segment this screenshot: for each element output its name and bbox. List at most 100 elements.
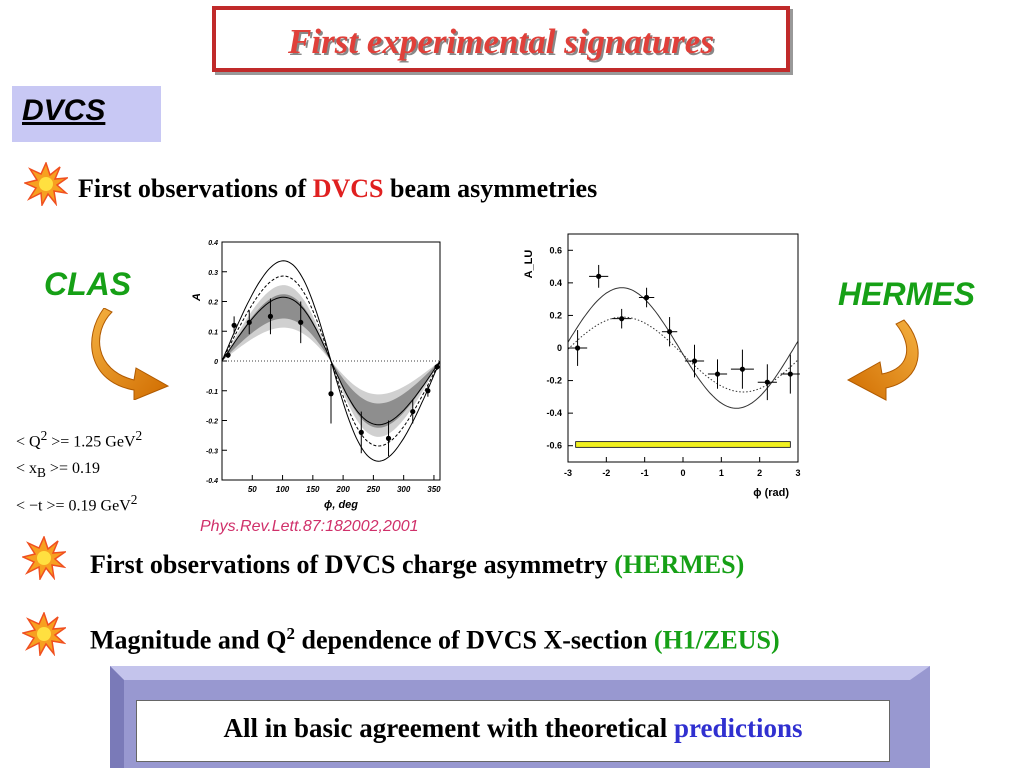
section-box: DVCS	[12, 86, 161, 142]
bullet-2: First observations of DVCS charge asymme…	[90, 550, 744, 580]
hermes-systematic-band	[575, 441, 791, 448]
kinematics-q2: < Q2 >= 1.25 GeV2	[16, 428, 142, 451]
hermes-data-point	[730, 349, 754, 389]
hermes-theory-curve-solid	[567, 287, 799, 409]
clas-y-tick-label: 0.4	[208, 240, 218, 247]
starburst-icon	[24, 162, 68, 206]
footer-box: All in basic agreement with theoretical …	[136, 700, 890, 762]
clas-x-tick-label: 350	[427, 485, 441, 494]
footer-panel: All in basic agreement with theoretical …	[110, 666, 930, 768]
clas-data-point	[410, 399, 416, 424]
clas-data-point	[425, 384, 431, 397]
hermes-y-tick-label: 0	[557, 343, 562, 353]
section-title: DVCS	[22, 94, 106, 127]
kin-q2-rhs: >= 1.25 GeV	[47, 433, 136, 451]
bullet-3-highlight: (H1/ZEUS)	[653, 625, 780, 655]
footer-highlight: predictions	[673, 713, 803, 743]
bullet-2-highlight: (HERMES)	[614, 550, 745, 579]
clas-data-point	[385, 420, 392, 457]
clas-y-tick-label: 0.1	[208, 329, 218, 336]
clas-y-tick-label: -0.1	[206, 389, 218, 396]
clas-x-tick-label: 50	[248, 485, 257, 494]
curved-arrow-icon	[91, 308, 170, 400]
clas-data-point	[246, 310, 252, 335]
hermes-y-tick-label: 0.6	[549, 245, 562, 255]
starburst-icon	[22, 612, 66, 656]
hermes-x-tick-label: -1	[641, 468, 649, 478]
clas-y-tick-label: -0.4	[206, 478, 218, 485]
clas-theory-curve-inner	[221, 296, 441, 426]
hermes-asymmetry-chart: -3 -2 -1 0 1 2 3 -0.6 -0.4 -0.2 0 0.2 0.4 0.6 ϕ (rad) A…	[523, 233, 801, 499]
kin-t-unit-sup: 2	[130, 492, 138, 507]
clas-y-tick-label: 0.3	[208, 270, 218, 277]
hermes-data-point	[612, 308, 632, 329]
hermes-fit-curve-dotted	[567, 316, 799, 393]
kinematics-xb: < xB >= 0.19	[16, 460, 100, 481]
bullet-3-sup: 2	[286, 624, 296, 643]
hermes-data-point	[757, 364, 777, 401]
clas-data-point	[358, 411, 364, 454]
bullet-1-suffix: beam asymmetries	[383, 174, 598, 203]
bullet-3-text: Magnitude and Q	[90, 625, 287, 655]
clas-x-tick-label: 150	[306, 485, 320, 494]
hermes-plot-frame	[567, 233, 799, 463]
clas-x-tick-label: 200	[335, 485, 350, 494]
clas-data-point	[328, 363, 334, 424]
bullet-1-highlight: DVCS	[312, 174, 384, 203]
clas-data-point	[434, 363, 440, 370]
kin-q2-lhs: < Q	[16, 433, 41, 451]
hermes-x-tick-label: 2	[757, 468, 762, 478]
hermes-x-tick-label: 0	[680, 468, 685, 478]
clas-label: CLAS	[44, 266, 132, 302]
hermes-y-tick-label: 0.2	[549, 310, 562, 320]
bullet-2-text: First observations of DVCS charge asymme…	[90, 550, 615, 579]
kin-xb-lhs: < x	[16, 460, 38, 477]
clas-x-axis-label: ϕ, deg	[324, 499, 358, 511]
bullet-1-text: First observations of	[78, 174, 313, 203]
clas-y-axis-label: A	[191, 293, 203, 302]
clas-x-tick-label: 300	[397, 485, 411, 494]
hermes-data-point	[780, 354, 800, 394]
kinematics-t: < −t >= 0.19 GeV2	[16, 492, 137, 515]
footer-prefix: All in basic agreement with theoretical	[223, 713, 674, 743]
clas-data-point	[231, 316, 237, 335]
kin-xb-rhs: >= 0.19	[45, 460, 100, 477]
hermes-data-point	[707, 359, 728, 389]
hermes-x-tick-label: -3	[564, 468, 572, 478]
kin-t-lhs: < −t	[16, 497, 43, 515]
hermes-y-axis-label: A_LU	[523, 250, 535, 279]
clas-data-point	[225, 352, 231, 359]
slide-title: First experimental signatures	[288, 22, 714, 61]
kin-xb-sub: B	[37, 465, 46, 481]
clas-y-tick-label: 0.2	[208, 300, 218, 307]
clas-theory-curve-dashed	[221, 275, 441, 447]
hermes-x-tick-label: 3	[795, 468, 800, 478]
curved-arrow-icon	[846, 319, 919, 401]
starburst-icon	[22, 536, 66, 580]
hermes-x-tick-label: 1	[719, 468, 724, 478]
hermes-data-point	[589, 264, 609, 288]
clas-data-point	[267, 298, 274, 335]
hermes-data-point	[638, 287, 655, 308]
clas-data-point	[298, 301, 304, 344]
clas-y-tick-label: 0	[214, 359, 218, 366]
bullet-3-text-2: dependence of DVCS X-section	[295, 625, 654, 655]
hermes-y-tick-label: -0.6	[546, 441, 562, 451]
clas-x-tick-label: 250	[366, 485, 381, 494]
footer-text: All in basic agreement with theoretical …	[137, 713, 889, 744]
bullet-3: Magnitude and Q2 dependence of DVCS X-se…	[90, 624, 780, 656]
kin-t-rhs: >= 0.19 GeV	[42, 497, 131, 515]
hermes-data-point	[661, 317, 678, 347]
clas-y-tick-label: -0.3	[206, 448, 218, 455]
kin-q2-unit-sup: 2	[135, 428, 143, 443]
bullet-1: First observations of DVCS beam asymmetr…	[78, 174, 597, 204]
clas-x-tick-label: 100	[276, 485, 290, 494]
hermes-y-tick-label: 0.4	[549, 278, 562, 288]
hermes-y-tick-label: -0.4	[546, 408, 562, 418]
hermes-x-tick-label: -2	[602, 468, 610, 478]
title-box: First experimental signatures	[212, 6, 790, 72]
hermes-label: HERMES	[838, 276, 975, 312]
kin-q2-sup: 2	[40, 428, 48, 443]
hermes-data-point	[684, 344, 705, 378]
reference: Phys.Rev.Lett.87:182002,2001	[200, 518, 419, 535]
